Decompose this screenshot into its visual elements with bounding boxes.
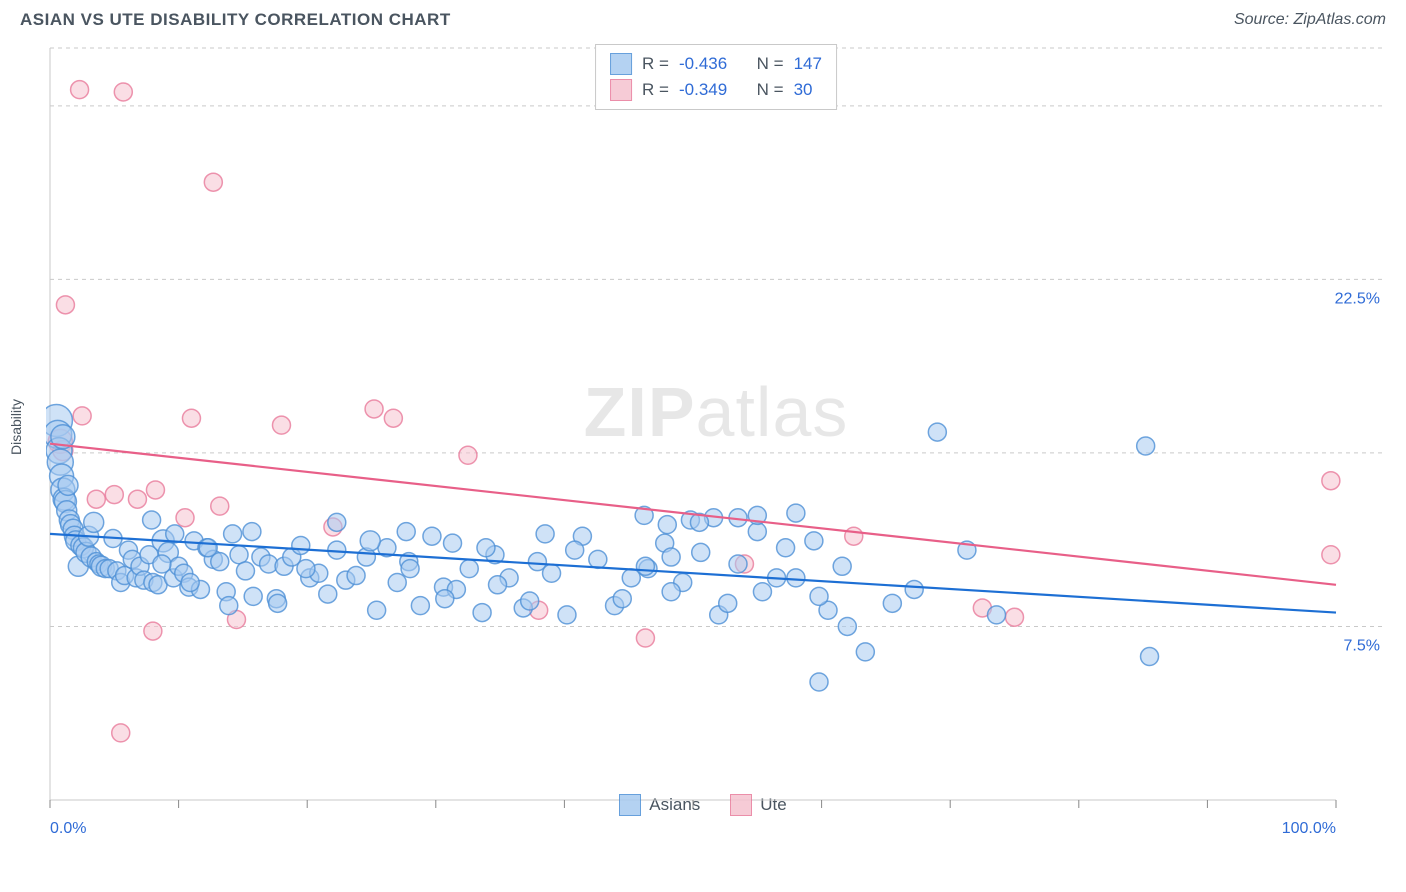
chart-area: Disability ZIPatlas 7.5%22.5% R = -0.436… bbox=[46, 42, 1386, 812]
swatch-asians bbox=[610, 53, 632, 75]
stats-legend-box: R = -0.436 N = 147 R = -0.349 N = 30 bbox=[595, 44, 837, 110]
swatch-ute bbox=[610, 79, 632, 101]
source-label: Source: ZipAtlas.com bbox=[1234, 11, 1386, 29]
swatch-ute-bottom bbox=[730, 794, 752, 816]
stats-row-asians: R = -0.436 N = 147 bbox=[610, 51, 822, 77]
svg-text:7.5%: 7.5% bbox=[1344, 637, 1380, 654]
svg-text:22.5%: 22.5% bbox=[1335, 290, 1380, 307]
swatch-asians-bottom bbox=[619, 794, 641, 816]
chart-title: ASIAN VS UTE DISABILITY CORRELATION CHAR… bbox=[20, 10, 451, 30]
y-axis-label: Disability bbox=[8, 399, 24, 455]
x-tick-label-min: 0.0% bbox=[50, 820, 86, 838]
stats-row-ute: R = -0.349 N = 30 bbox=[610, 77, 822, 103]
scatter-chart: 7.5% 22.5% bbox=[46, 42, 1386, 812]
x-tick-label-max: 100.0% bbox=[1282, 820, 1336, 838]
